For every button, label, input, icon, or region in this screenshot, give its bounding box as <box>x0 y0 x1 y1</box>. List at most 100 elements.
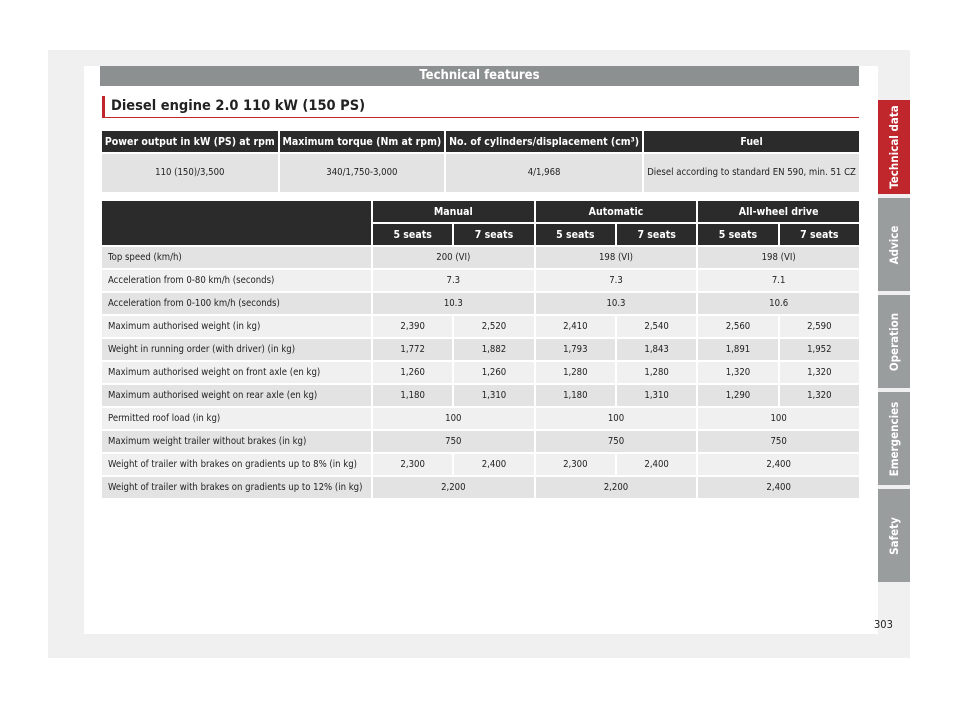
tab-label: Advice <box>887 225 901 264</box>
table-row: Acceleration from 0-80 km/h (seconds) 7.… <box>102 270 859 291</box>
row-label: Acceleration from 0-100 km/h (seconds) <box>102 293 371 314</box>
engine-header-power: Power output in kW (PS) at rpm <box>102 131 278 152</box>
tab-label: Emergencies <box>887 401 901 476</box>
spec-table: Manual Automatic All-wheel drive 5 seats… <box>100 199 861 500</box>
cell: 2,520 <box>454 316 534 337</box>
cell: 1,180 <box>535 385 615 406</box>
cell: 2,400 <box>698 477 859 498</box>
cell: 2,400 <box>454 454 534 475</box>
cell: 7.1 <box>698 270 859 291</box>
seat-header: 5 seats <box>535 224 615 245</box>
cell: 1,280 <box>535 362 615 383</box>
row-label: Maximum authorised weight (in kg) <box>102 316 371 337</box>
cell: 2,200 <box>535 477 697 498</box>
cell: 1,320 <box>779 362 859 383</box>
table-row: Acceleration from 0-100 km/h (seconds) 1… <box>102 293 859 314</box>
page-title: Diesel engine 2.0 110 kW (150 PS) <box>102 96 859 118</box>
cell: 2,300 <box>373 454 453 475</box>
cell: 1,952 <box>779 339 859 360</box>
engine-value-power: 110 (150)/3,500 <box>102 154 278 192</box>
table-row: Maximum authorised weight on front axle … <box>102 362 859 383</box>
cell: 10.3 <box>535 293 697 314</box>
cell: 2,300 <box>535 454 615 475</box>
table-row: Maximum authorised weight (in kg) 2,390 … <box>102 316 859 337</box>
cell: 2,390 <box>373 316 453 337</box>
cell: 2,400 <box>616 454 697 475</box>
tab-safety[interactable]: Safety <box>878 489 910 582</box>
cell: 2,540 <box>616 316 697 337</box>
table-row: Maximum weight trailer without brakes (i… <box>102 431 859 452</box>
cell: 1,310 <box>454 385 534 406</box>
seat-header: 7 seats <box>779 224 859 245</box>
row-label: Maximum weight trailer without brakes (i… <box>102 431 371 452</box>
cell: 1,843 <box>616 339 697 360</box>
tab-emergencies[interactable]: Emergencies <box>878 392 910 485</box>
group-header-automatic: Automatic <box>535 201 697 222</box>
cell: 7.3 <box>373 270 534 291</box>
tab-technical-data[interactable]: Technical data <box>878 100 910 194</box>
section-band: Technical features <box>100 66 859 86</box>
cell: 750 <box>535 431 697 452</box>
cell: 100 <box>535 408 697 429</box>
engine-value-fuel: Diesel according to standard EN 590, min… <box>644 154 859 192</box>
cell: 1,320 <box>698 362 778 383</box>
cell: 10.6 <box>698 293 859 314</box>
cell: 1,320 <box>779 385 859 406</box>
engine-value-cylinders: 4/1,968 <box>446 154 643 192</box>
cell: 1,260 <box>373 362 453 383</box>
seat-header: 5 seats <box>698 224 778 245</box>
row-label: Weight of trailer with brakes on gradien… <box>102 477 371 498</box>
table-row: Weight in running order (with driver) (i… <box>102 339 859 360</box>
row-label: Maximum authorised weight on rear axle (… <box>102 385 371 406</box>
row-label: Maximum authorised weight on front axle … <box>102 362 371 383</box>
cell: 1,260 <box>454 362 534 383</box>
seat-header: 7 seats <box>454 224 534 245</box>
cell: 10.3 <box>373 293 534 314</box>
cell: 1,772 <box>373 339 453 360</box>
row-label: Top speed (km/h) <box>102 247 371 268</box>
cell: 1,891 <box>698 339 778 360</box>
spec-corner-cell <box>102 201 371 245</box>
cell: 198 (VI) <box>698 247 859 268</box>
engine-table: Power output in kW (PS) at rpm Maximum t… <box>100 129 861 194</box>
page-number: 303 <box>874 618 893 631</box>
cell: 1,180 <box>373 385 453 406</box>
seat-header: 7 seats <box>616 224 697 245</box>
cell: 100 <box>698 408 859 429</box>
cell: 1,793 <box>535 339 615 360</box>
cell: 2,560 <box>698 316 778 337</box>
cell: 198 (VI) <box>535 247 697 268</box>
group-header-manual: Manual <box>373 201 534 222</box>
engine-header-torque: Maximum torque (Nm at rpm) <box>279 131 445 152</box>
cell: 1,882 <box>454 339 534 360</box>
cell: 750 <box>373 431 534 452</box>
seat-header: 5 seats <box>373 224 453 245</box>
tab-advice[interactable]: Advice <box>878 198 910 291</box>
cell: 2,200 <box>373 477 534 498</box>
cell: 2,400 <box>698 454 859 475</box>
group-header-awd: All-wheel drive <box>698 201 859 222</box>
engine-header-fuel: Fuel <box>644 131 859 152</box>
cell: 7.3 <box>535 270 697 291</box>
row-label: Weight in running order (with driver) (i… <box>102 339 371 360</box>
cell: 1,290 <box>698 385 778 406</box>
cell: 1,280 <box>616 362 697 383</box>
table-row: Permitted roof load (in kg) 100 100 100 <box>102 408 859 429</box>
engine-header-cylinders: No. of cylinders/displacement (cm³) <box>446 131 643 152</box>
tab-operation[interactable]: Operation <box>878 295 910 388</box>
cell: 1,310 <box>616 385 697 406</box>
table-row: Weight of trailer with brakes on gradien… <box>102 454 859 475</box>
cell: 200 (VI) <box>373 247 534 268</box>
table-row: Maximum authorised weight on rear axle (… <box>102 385 859 406</box>
tab-label: Operation <box>887 312 901 371</box>
row-label: Weight of trailer with brakes on gradien… <box>102 454 371 475</box>
tab-label: Safety <box>887 516 901 555</box>
table-row: Weight of trailer with brakes on gradien… <box>102 477 859 498</box>
row-label: Permitted roof load (in kg) <box>102 408 371 429</box>
row-label: Acceleration from 0-80 km/h (seconds) <box>102 270 371 291</box>
cell: 2,590 <box>779 316 859 337</box>
cell: 100 <box>373 408 534 429</box>
engine-value-torque: 340/1,750-3,000 <box>279 154 445 192</box>
cell: 2,410 <box>535 316 615 337</box>
table-row: Top speed (km/h) 200 (VI) 198 (VI) 198 (… <box>102 247 859 268</box>
